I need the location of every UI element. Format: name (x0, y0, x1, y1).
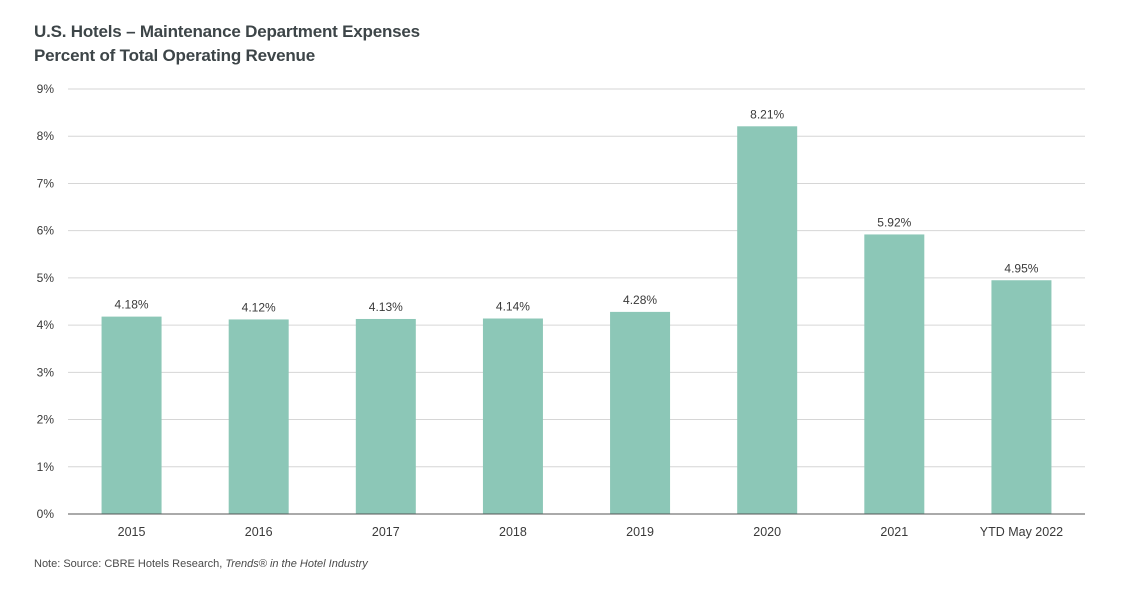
data-label: 4.12% (242, 300, 276, 314)
x-tick-label: 2020 (753, 525, 781, 539)
data-label: 4.14% (496, 300, 530, 314)
data-label: 4.28% (623, 293, 657, 307)
y-tick-label: 9% (37, 82, 55, 96)
y-tick-label: 5% (37, 271, 55, 285)
y-tick-label: 0% (37, 507, 55, 521)
y-tick-label: 3% (37, 365, 55, 379)
bar (355, 318, 416, 514)
chart-subtitle: Percent of Total Operating Revenue (34, 46, 315, 65)
y-tick-label: 6% (37, 224, 55, 238)
x-tick-label: 2018 (499, 525, 527, 539)
bar (610, 311, 671, 514)
y-tick-label: 8% (37, 129, 55, 143)
bar (482, 318, 543, 514)
data-label: 8.21% (750, 107, 784, 121)
y-tick-label: 1% (37, 460, 55, 474)
chart-title-block: U.S. Hotels – Maintenance Department Exp… (34, 20, 420, 68)
source-note-publication: Trends® in the Hotel Industry (225, 558, 368, 570)
x-tick-label: 2015 (118, 525, 146, 539)
x-tick-label: 2016 (245, 525, 273, 539)
y-tick-label: 2% (37, 413, 55, 427)
y-tick-label: 4% (37, 318, 55, 332)
x-tick-label: 2021 (880, 525, 908, 539)
data-label: 4.95% (1004, 261, 1038, 275)
y-tick-label: 7% (37, 176, 55, 190)
data-label: 4.13% (369, 300, 403, 314)
data-label: 4.18% (115, 298, 149, 312)
data-label: 5.92% (877, 215, 911, 229)
source-note: Note: Source: CBRE Hotels Research, Tren… (34, 558, 368, 570)
source-note-prefix: Note: Source: CBRE Hotels Research, (34, 558, 226, 570)
x-tick-label: 2017 (372, 525, 400, 539)
bar (101, 316, 162, 514)
bar (228, 319, 289, 514)
x-tick-label: YTD May 2022 (980, 525, 1063, 539)
chart-title: U.S. Hotels – Maintenance Department Exp… (34, 22, 420, 41)
bar (864, 234, 925, 514)
bar (737, 126, 798, 515)
bar (991, 280, 1052, 514)
x-tick-label: 2019 (626, 525, 654, 539)
